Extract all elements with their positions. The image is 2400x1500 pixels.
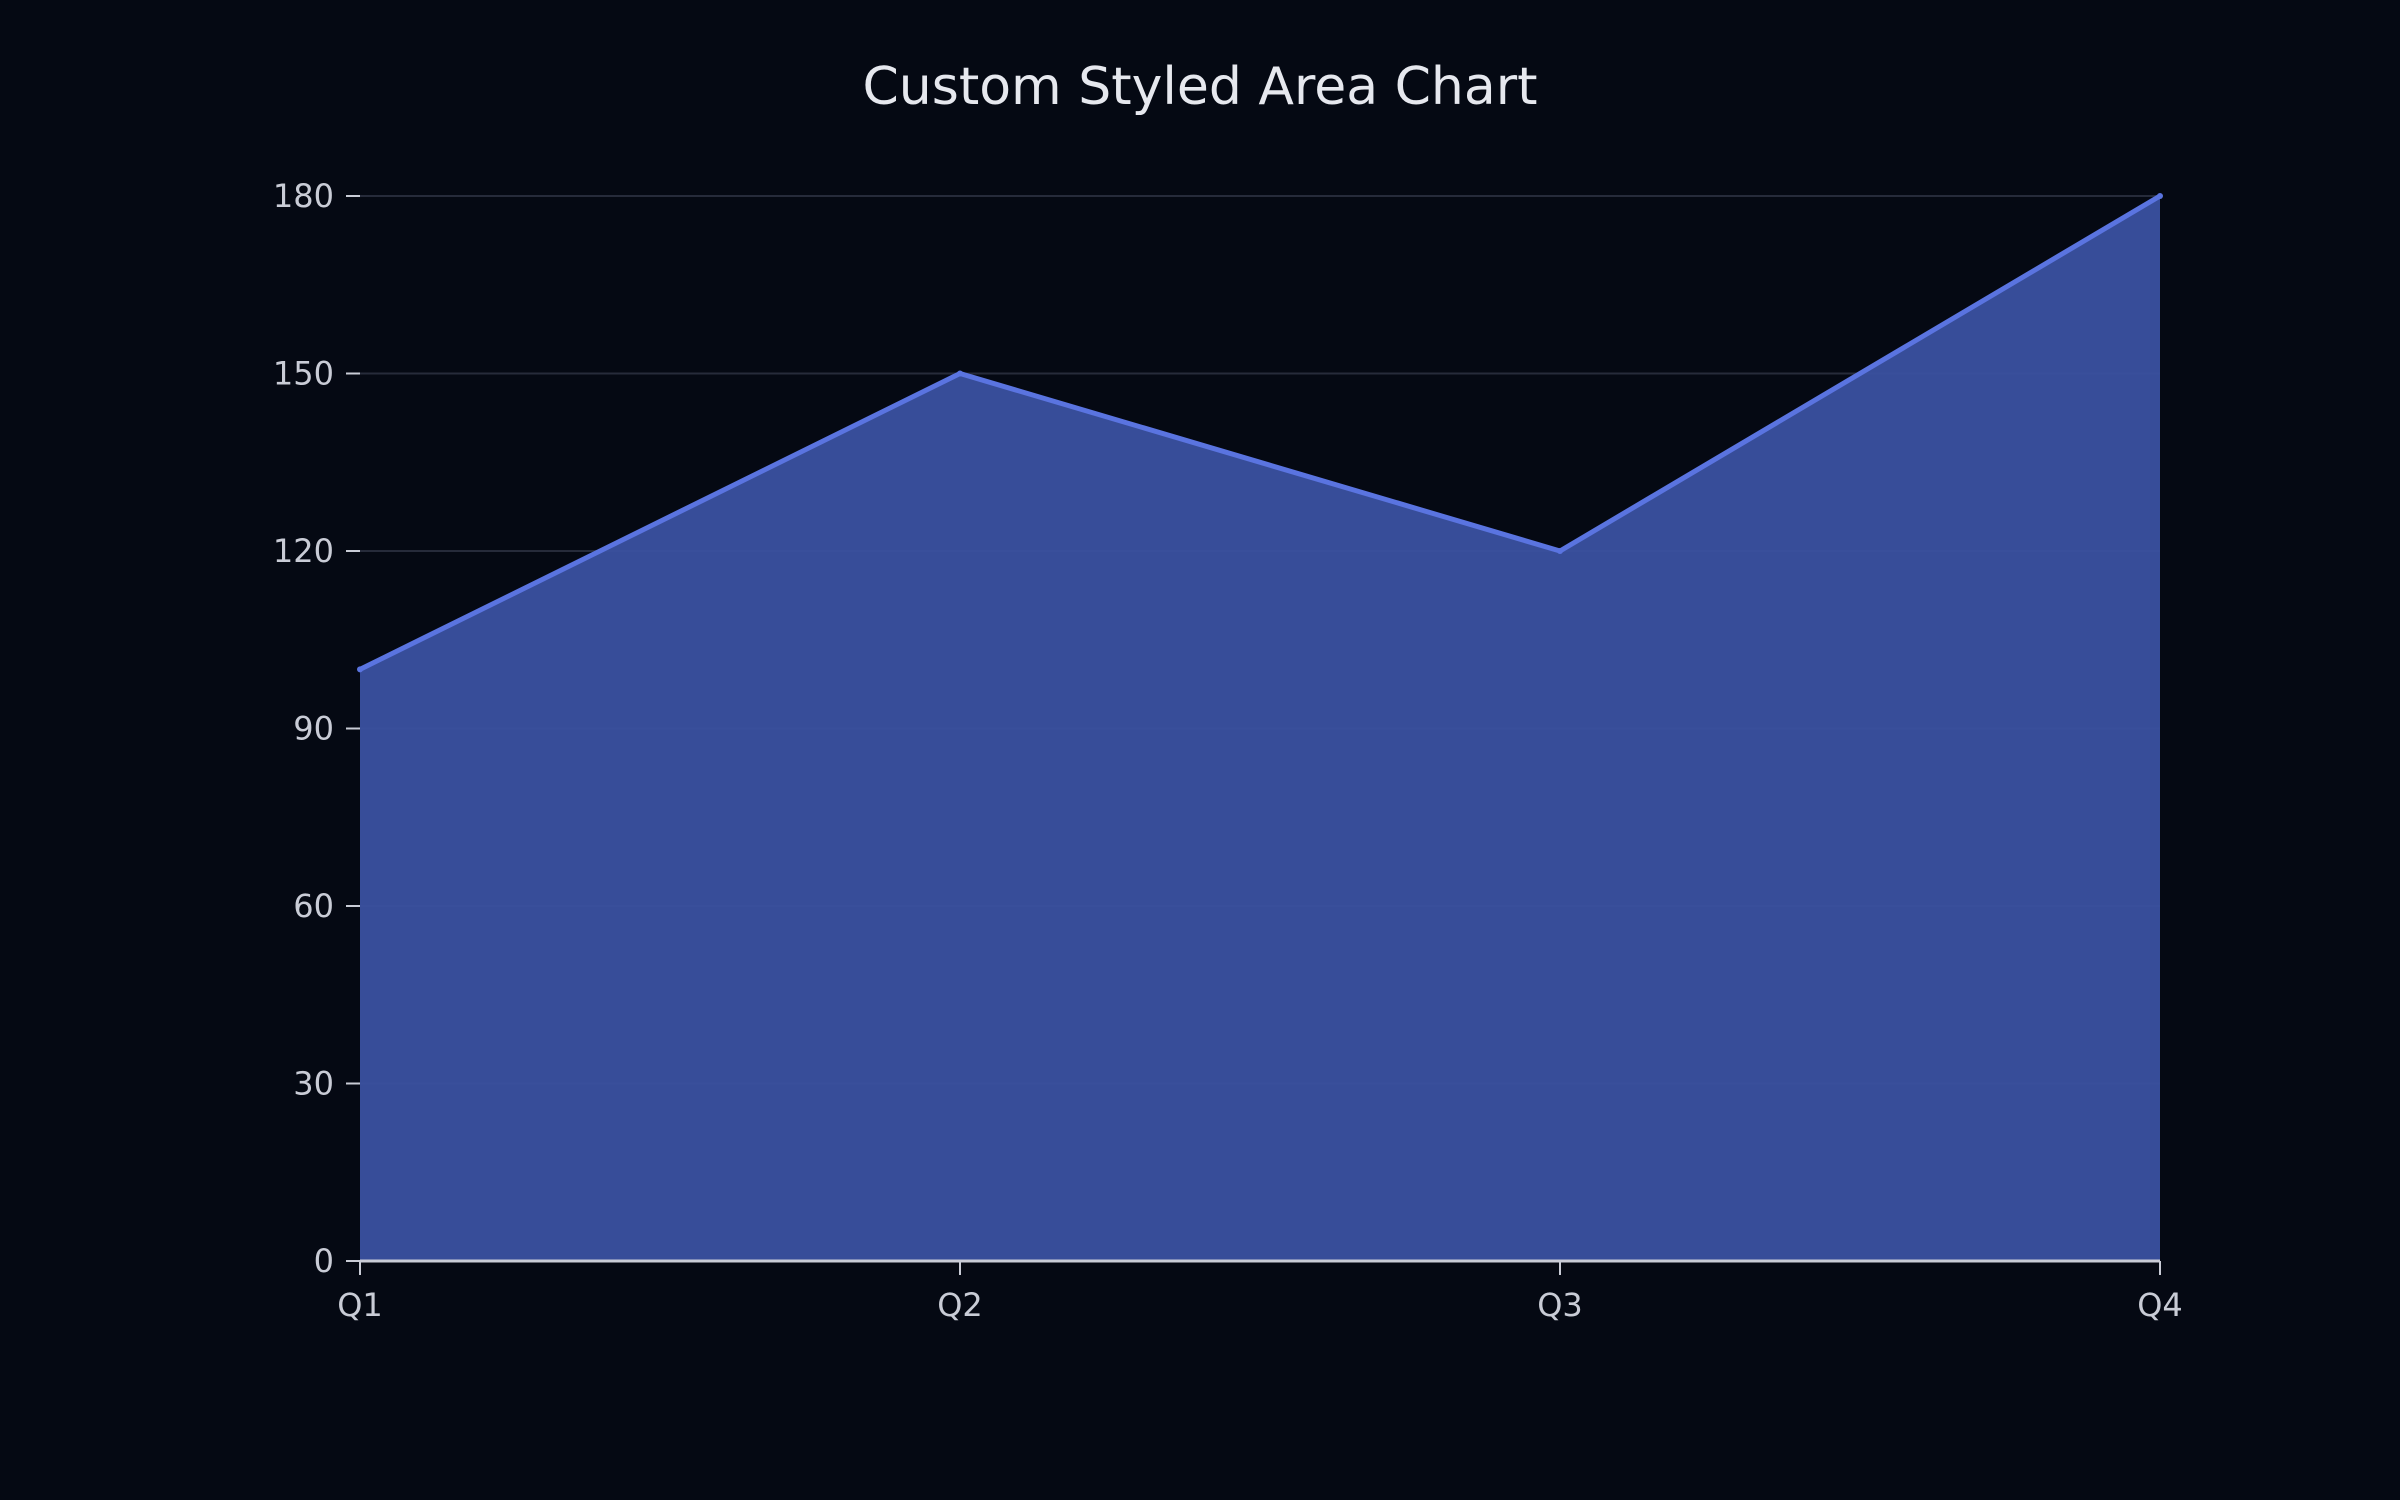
x-tick-label: Q3 xyxy=(1537,1286,1583,1324)
y-tick-label: 90 xyxy=(293,710,334,748)
data-point-q3 xyxy=(1557,548,1563,554)
y-tick-label: 60 xyxy=(293,887,334,925)
data-point-q2 xyxy=(957,370,963,377)
chart-title: Custom Styled Area Chart xyxy=(863,57,1538,117)
y-tick-label: 180 xyxy=(273,177,334,215)
data-point-q1 xyxy=(357,666,363,673)
x-tick-label: Q1 xyxy=(337,1286,383,1324)
y-tick-label: 120 xyxy=(273,532,334,570)
x-tick-label: Q2 xyxy=(937,1286,983,1324)
x-tick-label: Q4 xyxy=(2137,1286,2183,1324)
x-axis-ticks: Q1 Q2 Q3 Q4 xyxy=(337,1261,2183,1324)
series-line xyxy=(357,193,2163,672)
y-axis-ticks: 0 30 60 90 120 150 180 xyxy=(273,177,360,1280)
y-tick-label: 30 xyxy=(293,1065,334,1103)
data-point-q4 xyxy=(2157,193,2163,199)
area-series xyxy=(357,193,2163,1261)
y-tick-label: 150 xyxy=(273,355,334,393)
y-tick-label: 0 xyxy=(314,1242,334,1280)
